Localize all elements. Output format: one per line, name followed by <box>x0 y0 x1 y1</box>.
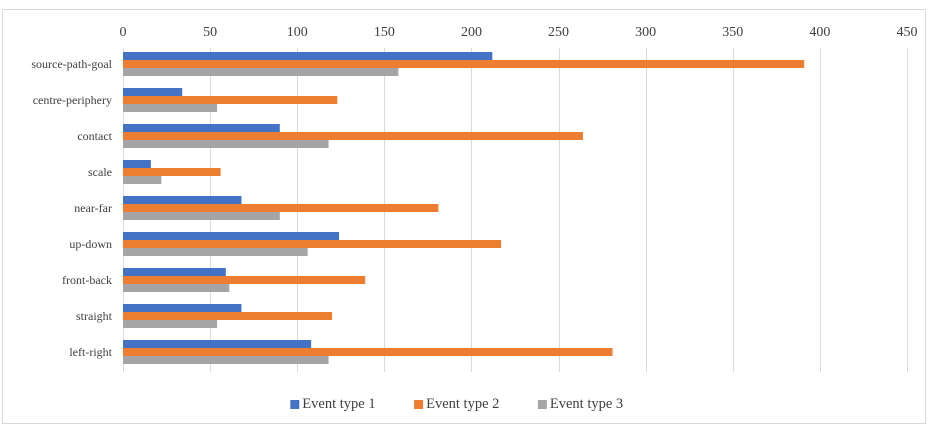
category-label-up-down: up-down <box>69 237 112 251</box>
bar-event-type-1-up-down <box>123 232 339 240</box>
bar-event-type-2-near-far <box>123 204 438 212</box>
legend: Event type 1 Event type 2 Event type 3 <box>290 396 623 412</box>
bar-event-type-3-up-down <box>123 248 308 256</box>
x-tick-label-0: 0 <box>120 25 127 40</box>
bar-event-type-1-contact <box>123 124 280 132</box>
x-axis-tick-labels: 0 50 100 150 200 250 300 350 400 450 <box>120 25 918 40</box>
legend-swatch-event-type-2 <box>414 400 423 409</box>
bar-event-type-1-left-right <box>123 340 311 348</box>
category-label-contact: contact <box>77 129 112 143</box>
category-label-left-right: left-right <box>69 345 112 359</box>
bar-event-type-1-centre-periphery <box>123 88 182 96</box>
y-axis-category-labels: source-path-goal centre-periphery contact s… <box>31 57 112 359</box>
bar-event-type-3-front-back <box>123 284 229 292</box>
bar-event-type-1-near-far <box>123 196 241 204</box>
category-label-scale: scale <box>88 165 112 179</box>
x-tick-label-300: 300 <box>635 25 656 40</box>
bar-event-type-3-straight <box>123 320 217 328</box>
bar-event-type-2-contact <box>123 132 583 140</box>
x-tick-label-50: 50 <box>203 25 217 40</box>
x-tick-label-100: 100 <box>287 25 308 40</box>
legend-item-event-type-2: Event type 2 <box>414 396 499 412</box>
bar-event-type-1-scale <box>123 160 151 168</box>
bar-event-type-2-source-path-goal <box>123 60 804 68</box>
bar-event-type-1-straight <box>123 304 241 312</box>
bar-event-type-3-source-path-goal <box>123 68 398 76</box>
category-label-near-far: near-far <box>74 201 112 215</box>
legend-swatch-event-type-1 <box>290 400 299 409</box>
bar-event-type-3-contact <box>123 140 329 148</box>
category-label-centre-periphery: centre-periphery <box>33 93 112 107</box>
category-label-front-back: front-back <box>62 273 112 287</box>
x-tick-label-450: 450 <box>897 25 918 40</box>
legend-label-event-type-1: Event type 1 <box>302 396 375 412</box>
legend-item-event-type-3: Event type 3 <box>538 396 623 412</box>
legend-label-event-type-3: Event type 3 <box>550 396 623 412</box>
x-tick-label-350: 350 <box>722 25 743 40</box>
bar-event-type-3-centre-periphery <box>123 104 217 112</box>
bar-event-type-2-left-right <box>123 348 613 356</box>
bars <box>123 52 804 364</box>
bar-event-type-2-centre-periphery <box>123 96 337 104</box>
legend-item-event-type-1: Event type 1 <box>290 396 375 412</box>
x-tick-label-250: 250 <box>548 25 569 40</box>
bar-event-type-2-front-back <box>123 276 365 284</box>
bar-event-type-2-up-down <box>123 240 501 248</box>
x-tick-label-200: 200 <box>461 25 482 40</box>
x-tick-label-400: 400 <box>809 25 830 40</box>
bar-event-type-2-straight <box>123 312 332 320</box>
x-tick-label-150: 150 <box>374 25 395 40</box>
bar-event-type-1-front-back <box>123 268 226 276</box>
bar-event-type-2-scale <box>123 168 221 176</box>
bar-event-type-3-near-far <box>123 212 280 220</box>
bar-event-type-3-scale <box>123 176 161 184</box>
legend-label-event-type-2: Event type 2 <box>426 396 499 412</box>
category-label-source-path-goal: source-path-goal <box>31 57 112 71</box>
bar-event-type-1-source-path-goal <box>123 52 492 60</box>
bar-event-type-3-left-right <box>123 356 329 364</box>
category-label-straight: straight <box>76 309 113 323</box>
legend-swatch-event-type-3 <box>538 400 547 409</box>
